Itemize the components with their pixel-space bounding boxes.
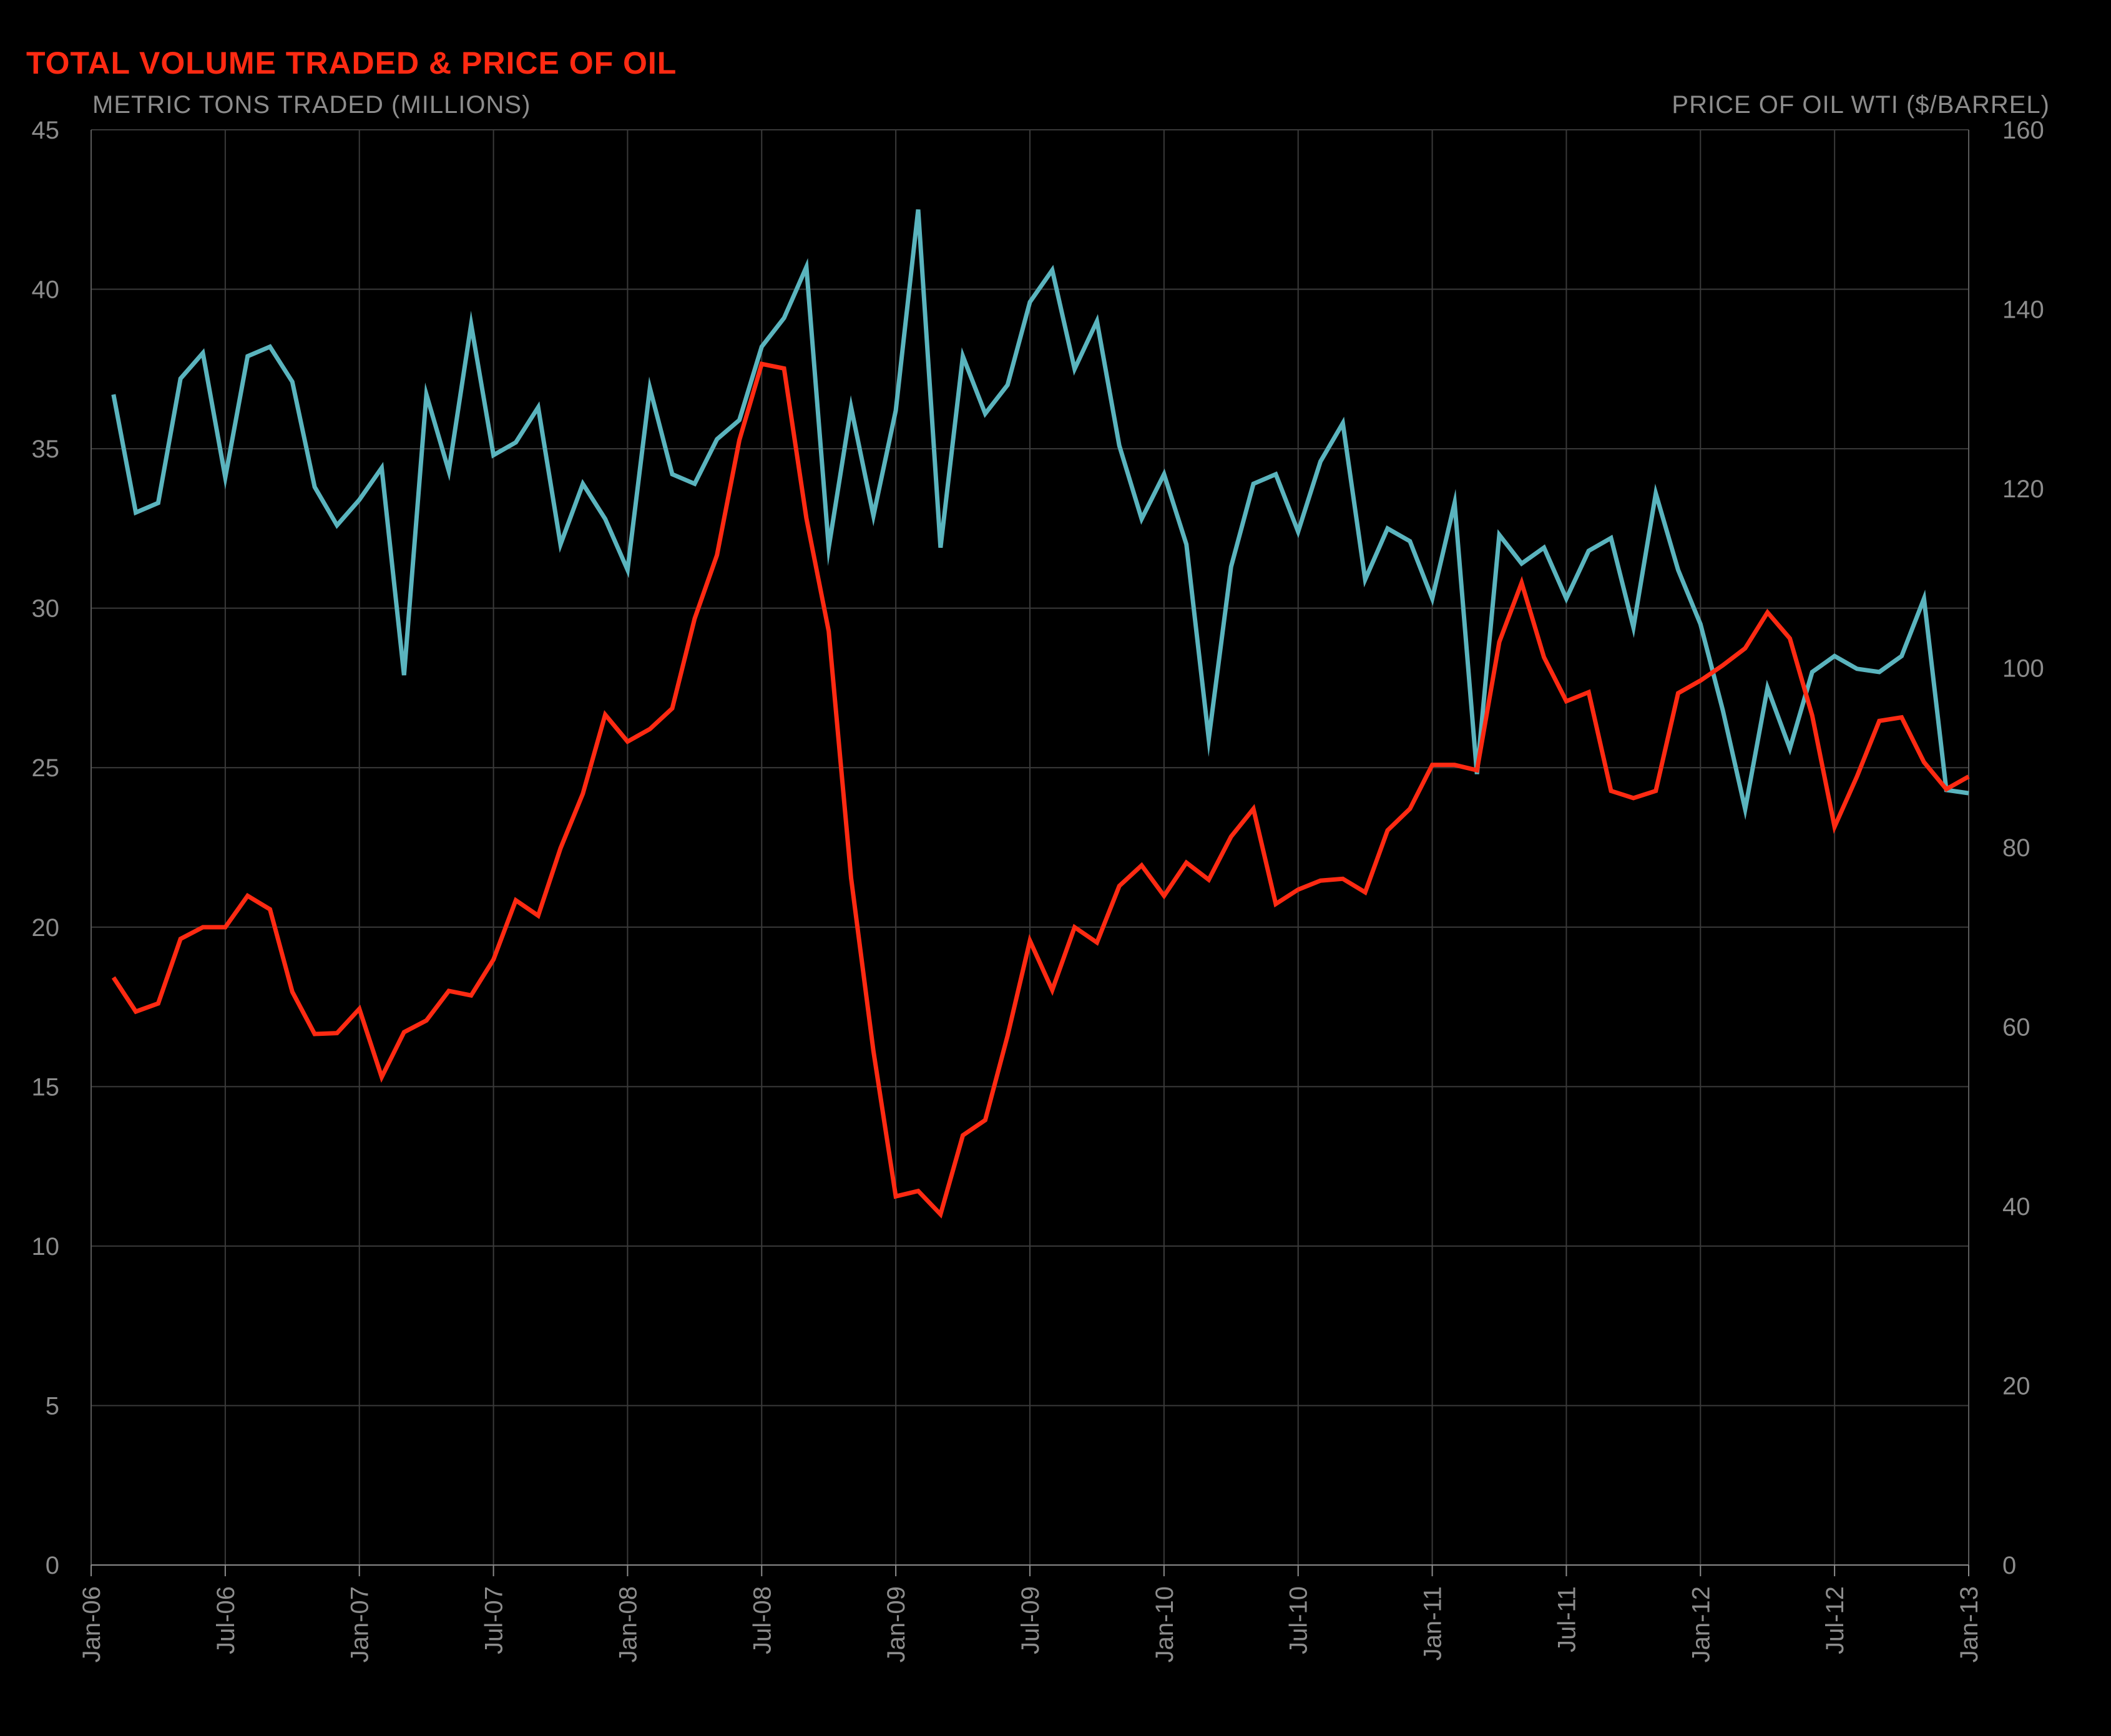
y-tick-right: 120 — [2002, 475, 2044, 503]
y-tick-right: 160 — [2002, 117, 2044, 144]
x-tick-label: Jul-11 — [1553, 1586, 1580, 1652]
y-tick-left: 5 — [46, 1392, 59, 1420]
x-tick-label: Jul-07 — [481, 1586, 508, 1654]
x-tick-label: Jan-07 — [346, 1586, 374, 1662]
y-tick-right: 60 — [2002, 1014, 2030, 1041]
series-line-volume — [111, 209, 1969, 821]
y-tick-left: 25 — [32, 754, 60, 782]
y-tick-right: 20 — [2002, 1373, 2030, 1400]
x-tick-label: Jan-10 — [1151, 1586, 1178, 1662]
series-line-oil-price — [111, 361, 1970, 1219]
y-tick-right: 100 — [2002, 655, 2044, 683]
y-tick-left: 20 — [32, 914, 60, 942]
y-tick-left: 30 — [32, 595, 60, 623]
y-tick-left: 0 — [46, 1552, 59, 1579]
x-tick-label: Jul-12 — [1821, 1586, 1849, 1654]
axes: 0 5 10 15 20 25 30 35 40 45 0 20 40 60 80 100 120 140 160 J… — [32, 117, 2044, 1662]
x-tick-label: Jul-06 — [212, 1586, 240, 1654]
y-axis-right-label: PRICE OF OIL WTI ($/BARREL) — [1672, 91, 2050, 119]
y-tick-left: 10 — [32, 1233, 60, 1261]
x-tick-label: Jan-11 — [1419, 1586, 1447, 1660]
x-tick-label: Jul-08 — [748, 1586, 776, 1654]
grid — [91, 129, 1969, 1566]
x-tick-label: Jan-09 — [883, 1586, 910, 1662]
x-tick-label: Jul-10 — [1285, 1586, 1313, 1654]
y-tick-left: 45 — [32, 117, 60, 144]
chart-title: TOTAL VOLUME TRADED & PRICE OF OIL — [26, 46, 677, 80]
x-tick-label: Jan-12 — [1687, 1586, 1715, 1662]
series — [111, 209, 1970, 1219]
y-tick-right: 0 — [2002, 1552, 2016, 1579]
y-tick-right: 40 — [2002, 1193, 2030, 1221]
y-tick-right: 140 — [2002, 296, 2044, 324]
y-tick-left: 40 — [32, 276, 60, 304]
y-tick-left: 15 — [32, 1073, 60, 1101]
y-tick-left: 35 — [32, 436, 60, 463]
x-tick-label: Jan-06 — [78, 1586, 105, 1662]
x-tick-label: Jul-09 — [1017, 1586, 1044, 1654]
x-tick-label: Jan-08 — [614, 1586, 642, 1662]
y-tick-right: 80 — [2002, 834, 2030, 862]
y-axis-left-label: METRIC TONS TRADED (MILLIONS) — [92, 91, 531, 119]
x-tick-label: Jan-13 — [1956, 1586, 1983, 1662]
